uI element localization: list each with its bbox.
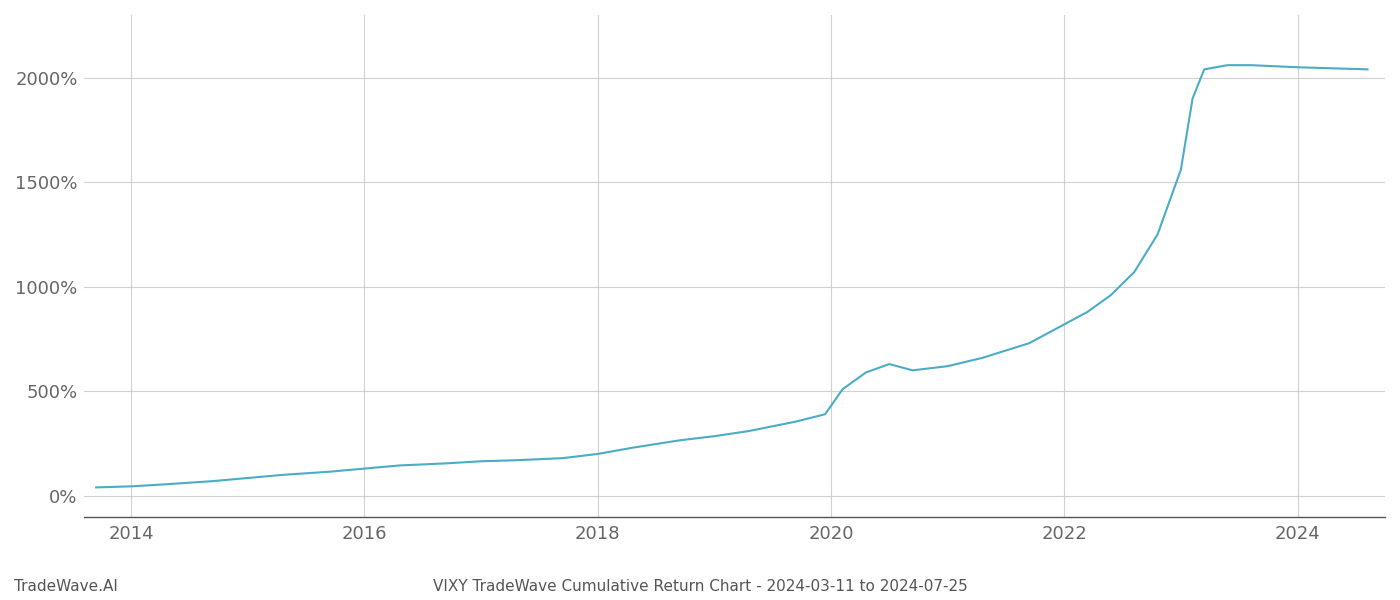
Text: VIXY TradeWave Cumulative Return Chart - 2024-03-11 to 2024-07-25: VIXY TradeWave Cumulative Return Chart -…	[433, 579, 967, 594]
Text: TradeWave.AI: TradeWave.AI	[14, 579, 118, 594]
